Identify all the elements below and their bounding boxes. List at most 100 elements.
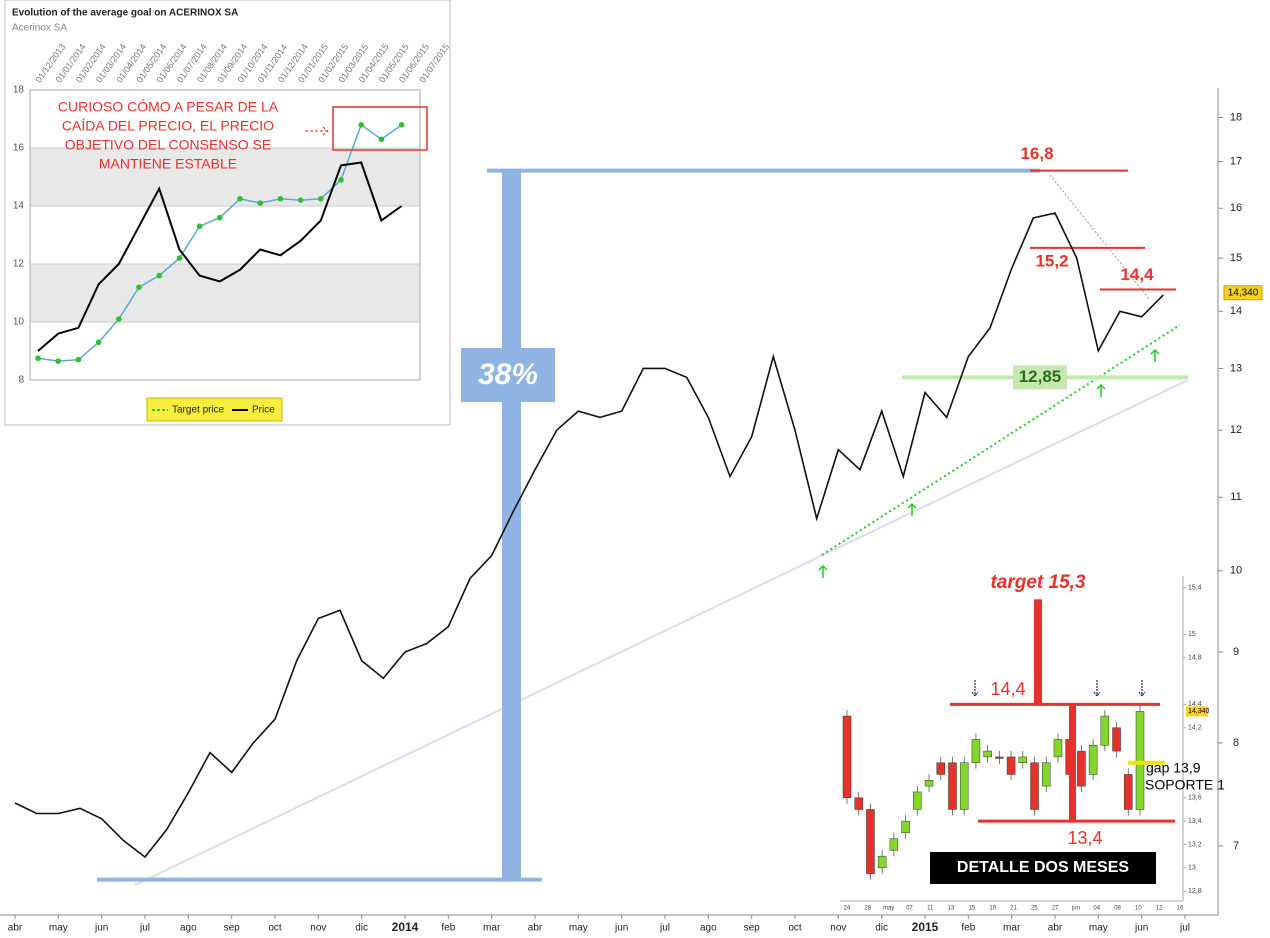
x-tick-label: jun [94,923,108,934]
annotation-text: CURIOSO CÓMO A PESAR DE LA [58,99,279,115]
series-line [37,161,403,352]
x-tick-label: dic [355,923,368,934]
target-dot [318,195,324,202]
detail-y-tick-label: 15 [1188,631,1196,638]
legend-label: Price [252,405,275,416]
target-bar [1034,599,1042,705]
candle [1030,762,1039,810]
detail-x-label: 19 [989,906,996,912]
x-tick-label: feb [961,923,975,934]
resistance-trend-line [1049,174,1151,301]
detail-x-label: 16 [1177,906,1184,912]
target-dot [237,195,243,202]
level-label-box [1013,365,1067,390]
candle [1006,756,1016,775]
target-dot [75,356,82,363]
x-tick-label: abr [528,923,543,934]
y-tick-label: 8 [1233,737,1239,749]
inset-plot-frame [29,89,421,381]
candle [1100,715,1110,746]
detail-x-label: 27 [1052,906,1059,912]
detail-x-label: may [883,906,894,912]
x-tick-label: may [569,923,588,934]
candle [1135,711,1145,810]
detail-x-label: 13 [948,906,955,912]
price-line [14,212,1164,859]
candle [948,762,957,810]
x-tick-label: 2014 [392,920,419,934]
detail-level-label: 13,4 [1067,828,1102,848]
target-dot [176,255,183,261]
caption: DETALLE DOS MESES [957,859,1129,876]
candle [842,715,852,799]
candle [983,750,992,758]
range-bar [1069,704,1076,822]
detail-last-price-box [1186,706,1208,717]
y-tick-label: 7 [1233,840,1239,852]
x-tick-label: ago [180,923,197,934]
target-dot [136,284,142,291]
target-label: target 15,3 [990,572,1085,593]
candle [936,762,946,775]
detail-x-label: 08 [1114,906,1121,912]
y-tick-label: 17 [1230,155,1242,167]
main-chart: 38% 16,8 15,2 14,4 12,85 7 8 9 10 11 12 13 14 15 16 17 1… [8,111,1263,934]
candle [1112,727,1121,752]
annotation-text: MANTIENE ESTABLE [99,156,237,172]
candle [1041,762,1051,787]
detail-y-tick-label: 13 [1188,865,1196,872]
candle [889,838,899,851]
target-dot [196,223,203,230]
y-tick-label: 13 [1230,362,1242,374]
level-label: 14,4 [1120,265,1154,284]
support-label: SOPORTE 1 [1145,776,1225,792]
detail-x-label: jun [1071,906,1080,912]
x-tick-label: oct [268,923,282,934]
x-tick-label: jun [614,923,628,934]
candle [854,797,863,810]
detail-x-label: 15 [969,906,976,912]
x-tick-label: jun [1134,923,1148,934]
x-tick-label: sep [744,923,761,934]
target-dot [338,177,344,183]
candle [866,809,875,874]
x-tick-label: may [1089,923,1108,934]
y-tick-label: 18 [1230,111,1242,123]
detail-y-tick-label: 14,4 [1188,701,1202,708]
detail-y-tick-label: 15,4 [1188,585,1202,592]
marker-arrow [1138,680,1146,697]
target-dot [35,355,41,362]
candle [924,780,934,787]
x-tick-label: abr [8,923,23,934]
x-tick-label: nov [830,923,846,934]
x-tick-label: sep [224,923,241,934]
detail-y-tick-label: 14,2 [1188,725,1202,732]
annotation-box [332,106,428,151]
detail-x-label: 07 [906,906,913,912]
x-tick-label: 2015 [912,920,939,934]
caption-box [930,852,1156,884]
arrows [818,348,1160,578]
candle [1053,739,1063,758]
annotation-text: CAÍDA DEL PRECIO, EL PRECIO [62,118,274,134]
y-tick-label: 14 [1230,305,1242,317]
trend-line [134,379,1189,886]
target-dot [398,122,405,128]
target-dot [156,272,162,279]
detail-x-label: 10 [1135,906,1142,912]
target-dot [358,122,365,128]
candle [877,855,887,869]
x-tick-label: dic [875,923,888,934]
inset-y-tick-label: 8 [18,375,24,386]
inset-y-tick-label: 12 [13,259,25,270]
detail-y-tick-label: 13,2 [1188,841,1202,848]
candle [913,791,922,810]
target-dot [116,316,122,322]
detail-x-label: 24 [844,906,851,912]
y-tick-label: 16 [1230,202,1242,214]
grid-band [30,264,420,322]
candle [959,762,969,810]
inset-y-tick-label: 16 [13,143,25,154]
